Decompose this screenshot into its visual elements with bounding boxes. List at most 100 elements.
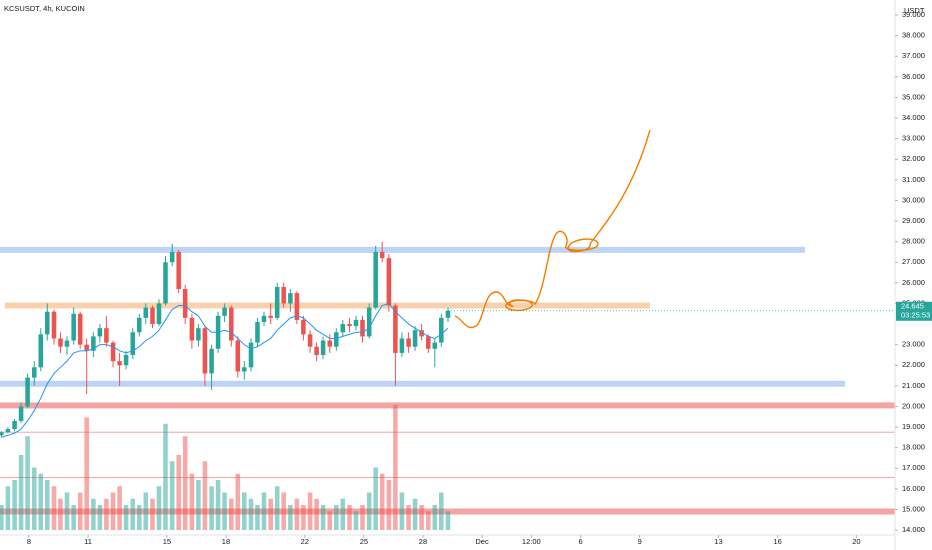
x-tick-label: 18 xyxy=(222,537,230,546)
volume-bar xyxy=(104,498,109,530)
candle-body xyxy=(360,319,365,337)
y-tick-label: 31.000 xyxy=(902,175,925,184)
candle-body xyxy=(77,313,83,345)
candle-body xyxy=(222,307,227,316)
y-tick-label: 34.000 xyxy=(902,113,925,122)
candle-body xyxy=(196,328,201,341)
x-tick-label: 22 xyxy=(301,537,309,546)
volume-bar xyxy=(445,511,451,530)
y-tick-label: 26.000 xyxy=(902,278,925,287)
volume-bar xyxy=(412,498,418,530)
zone xyxy=(0,402,895,409)
x-tick-label: 25 xyxy=(360,537,368,546)
candle-body xyxy=(268,315,273,318)
volume-bar xyxy=(12,480,17,530)
candle-body xyxy=(110,342,116,362)
volume-bar xyxy=(399,492,405,530)
candle-body xyxy=(182,289,188,318)
volume-bar xyxy=(71,505,76,530)
volume-bar xyxy=(373,467,378,530)
volume-bar xyxy=(123,505,129,530)
volume-bar xyxy=(130,498,136,530)
candle-body xyxy=(156,303,162,325)
candle-body xyxy=(5,429,11,433)
volume-bar xyxy=(156,486,162,530)
candle-body xyxy=(45,311,50,335)
candle-body xyxy=(379,251,385,259)
x-tick-label: 16 xyxy=(773,537,781,546)
candle-body xyxy=(334,332,339,347)
candle-body xyxy=(38,334,44,368)
volume-bar xyxy=(334,505,339,530)
zone xyxy=(0,477,895,479)
volume-bar xyxy=(432,505,438,530)
volume-bar xyxy=(91,498,96,530)
volume-pane xyxy=(0,405,451,530)
volume-bar xyxy=(248,498,254,530)
volume-bar xyxy=(386,480,392,530)
volume-bar xyxy=(137,505,142,530)
candle-body xyxy=(64,340,70,347)
candle-body xyxy=(274,286,280,318)
y-tick-label: 35.000 xyxy=(902,92,925,101)
y-tick-label: 38.000 xyxy=(902,31,925,40)
candle-body xyxy=(399,338,405,353)
volume-bar xyxy=(182,436,188,530)
volume-bar xyxy=(393,405,398,530)
volume-bar xyxy=(163,423,168,530)
candle-body xyxy=(307,334,313,347)
x-tick-label: 28 xyxy=(419,537,427,546)
volume-bar xyxy=(301,505,306,530)
y-tick-label: 39.000 xyxy=(902,10,925,19)
candle-body xyxy=(169,251,175,263)
volume-bar xyxy=(307,492,313,530)
volume-bar xyxy=(0,505,4,530)
candles xyxy=(0,241,451,438)
candle-body xyxy=(235,340,241,372)
y-tick-label: 20.000 xyxy=(902,401,925,410)
volume-bar xyxy=(32,467,37,530)
x-tick-label: Dec xyxy=(475,537,489,546)
freehand-drawing xyxy=(454,129,651,329)
y-tick-label: 29.000 xyxy=(902,216,925,225)
volume-bar xyxy=(274,486,280,530)
volume-bar xyxy=(419,505,424,530)
volume-bar xyxy=(117,486,122,530)
volume-bar xyxy=(18,455,24,530)
y-tick-label: 15.000 xyxy=(902,504,925,513)
volume-bar xyxy=(261,492,267,530)
y-tick-label: 23.000 xyxy=(902,340,925,349)
zone xyxy=(4,302,650,309)
x-tick-label: 8 xyxy=(27,537,31,546)
y-tick-label: 16.000 xyxy=(902,484,925,493)
candle-body xyxy=(340,324,346,333)
candle-body xyxy=(137,317,142,333)
candle-body xyxy=(0,432,4,436)
candle-body xyxy=(366,307,372,337)
candle-body xyxy=(189,317,195,341)
candle-body xyxy=(255,321,260,343)
volume-bar xyxy=(176,455,181,530)
volume-bar xyxy=(235,473,241,530)
volume-bar xyxy=(340,498,346,530)
candle-body xyxy=(281,286,286,304)
y-tick-label: 33.000 xyxy=(902,134,925,143)
x-tick-label: 9 xyxy=(638,537,642,546)
candle-body xyxy=(426,336,431,349)
zone xyxy=(0,380,845,387)
volume-bar xyxy=(189,473,195,530)
candle-body xyxy=(104,328,109,343)
volume-bar xyxy=(215,480,221,530)
candle-body xyxy=(320,340,326,355)
volume-bar xyxy=(255,505,260,530)
moving-average xyxy=(1,302,449,438)
volume-bar xyxy=(268,498,273,530)
volume-bar xyxy=(77,492,83,530)
volume-bar xyxy=(242,492,247,530)
volume-bar xyxy=(439,492,444,530)
volume-bar xyxy=(281,492,286,530)
candle-body xyxy=(32,367,37,378)
volume-bar xyxy=(84,417,89,530)
y-tick-label: 19.000 xyxy=(902,422,925,431)
candle-body xyxy=(439,317,444,343)
